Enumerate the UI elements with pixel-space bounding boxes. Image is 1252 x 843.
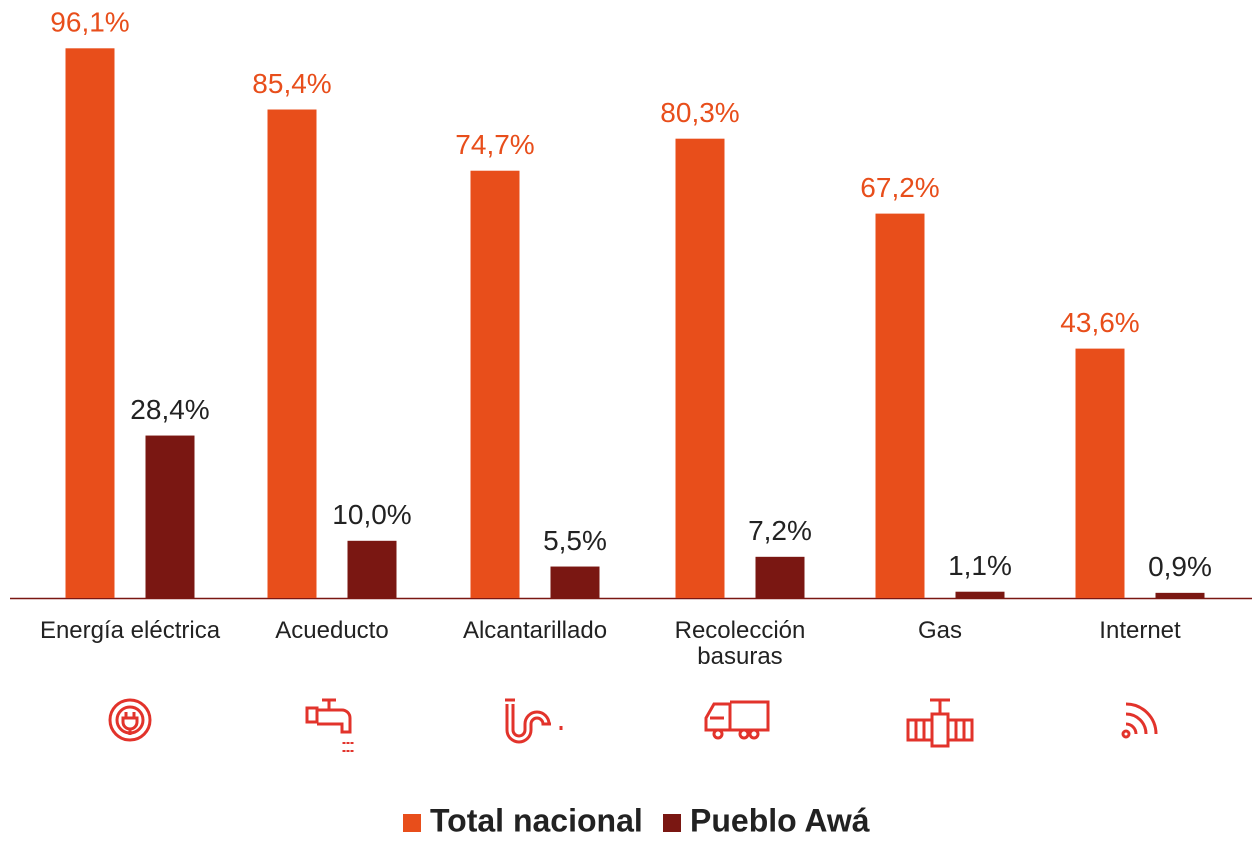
x-tick-label: Internet [1099, 617, 1181, 644]
x-tick-label: Alcantarillado [462, 617, 608, 644]
value-label: 85,4% [252, 68, 331, 99]
bar [347, 540, 397, 598]
bar [550, 566, 600, 598]
value-label: 7,2% [748, 515, 812, 546]
value-label: 67,2% [860, 172, 939, 203]
legend-swatch [403, 814, 421, 832]
value-label: 10,0% [332, 499, 411, 530]
bar [267, 109, 317, 599]
value-label: 80,3% [660, 97, 739, 128]
bar [65, 48, 115, 599]
x-tick-label: Gas [917, 617, 962, 644]
value-label: 5,5% [543, 525, 607, 556]
value-label: 43,6% [1060, 307, 1139, 338]
icon-electric [108, 698, 152, 742]
bar [1075, 348, 1125, 598]
value-label: 96,1% [50, 7, 129, 38]
value-label: 28,4% [130, 394, 209, 425]
icon-gas [906, 698, 974, 748]
bar [875, 213, 925, 598]
icon-wifi [1121, 702, 1158, 739]
legend-label: Total nacional [430, 802, 643, 838]
bar [955, 591, 1005, 598]
x-tick-label: Recolección basuras [674, 617, 806, 670]
bar [470, 170, 520, 598]
icon-truck [704, 700, 770, 740]
icon-sewer [505, 698, 563, 744]
value-label: 0,9% [1148, 551, 1212, 582]
bar [1155, 592, 1205, 598]
bar [145, 435, 195, 598]
value-label: 1,1% [948, 550, 1012, 581]
legend-label: Pueblo Awá [690, 802, 870, 838]
x-tick-label: Acueducto [275, 617, 389, 644]
value-label: 74,7% [455, 129, 534, 160]
bar [755, 556, 805, 598]
bar [675, 138, 725, 598]
icon-tap [305, 698, 354, 752]
x-tick-label: Energía eléctrica [39, 617, 221, 644]
icons [108, 698, 1158, 752]
legend-swatch [663, 814, 681, 832]
